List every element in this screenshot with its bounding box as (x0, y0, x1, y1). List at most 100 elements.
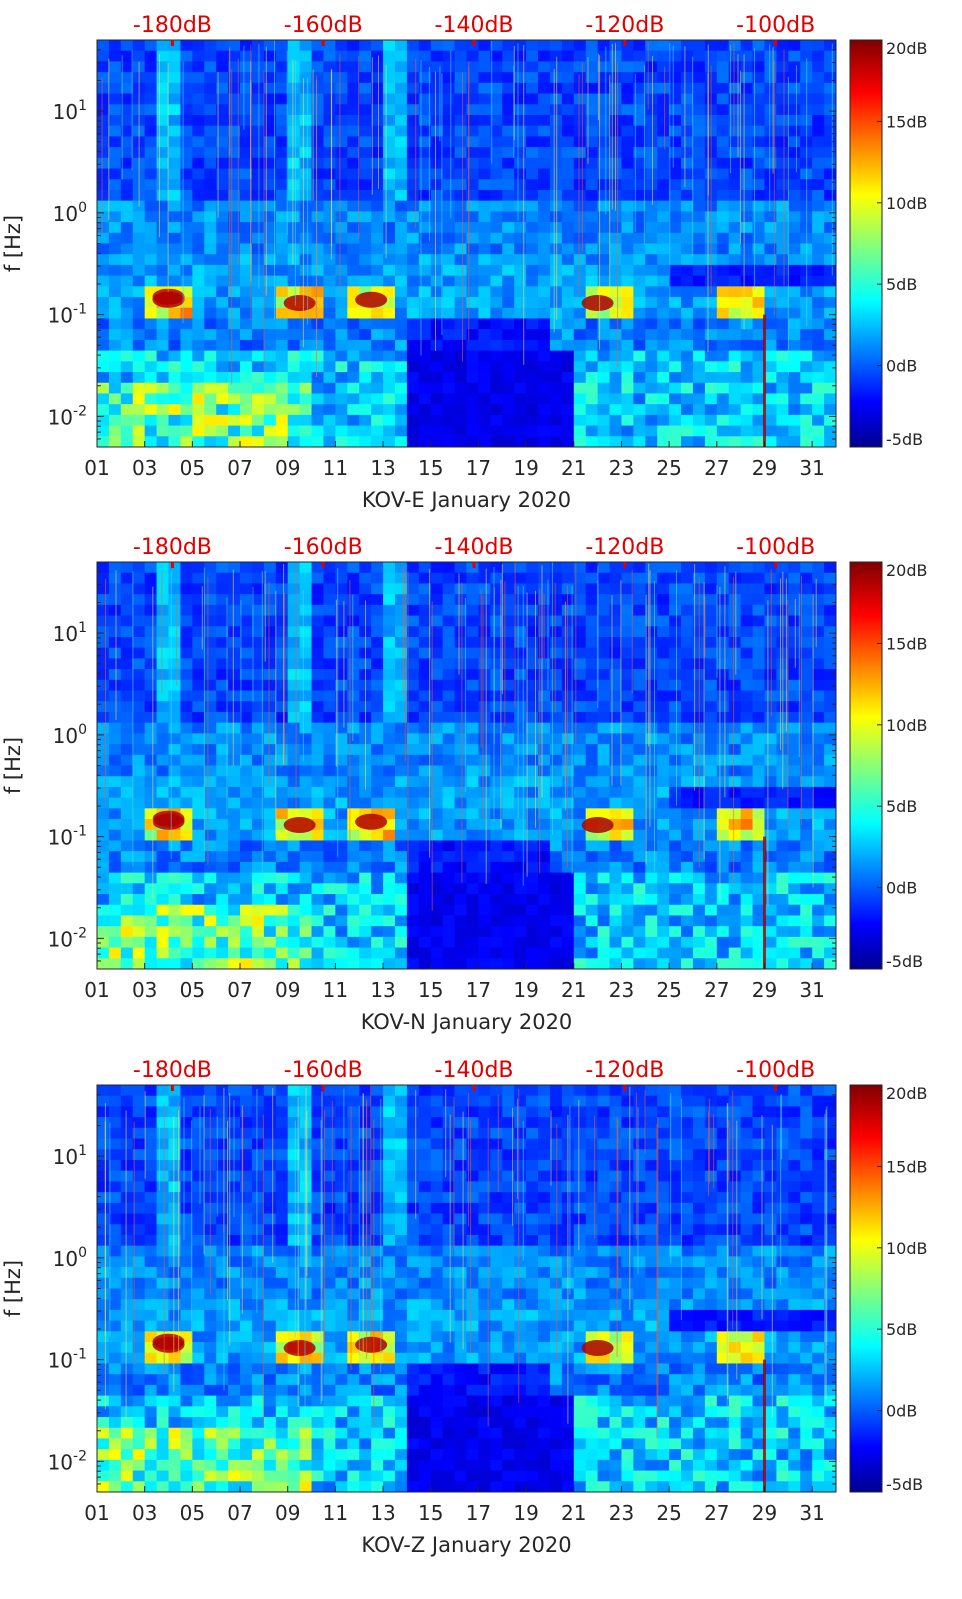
heatmap-cell (108, 318, 122, 330)
heatmap-cell (335, 425, 348, 437)
heatmap-cell (752, 604, 766, 617)
heatmap-cell (609, 915, 623, 927)
heatmap-cell (323, 404, 336, 416)
heatmap-cell (740, 243, 754, 255)
heatmap-cell (621, 594, 634, 606)
heatmap-cell (240, 72, 253, 84)
heatmap-cell (335, 147, 348, 159)
heatmap-cell (526, 50, 539, 63)
heatmap-cell (168, 765, 182, 777)
heatmap-cell (394, 136, 408, 148)
heatmap-cell (347, 851, 360, 863)
heatmap-cell (538, 189, 551, 202)
heatmap-cell (657, 658, 670, 670)
heatmap-cell (323, 894, 336, 906)
heatmap-cell (216, 286, 229, 298)
heatmap-cell (669, 264, 682, 277)
heatmap-cell (359, 797, 372, 809)
heatmap-cell (681, 254, 694, 266)
heatmap-cell (335, 572, 348, 585)
heatmap-cell (168, 425, 182, 437)
heatmap-cell (490, 264, 503, 277)
heatmap-cell (502, 136, 515, 148)
heatmap-cell (180, 339, 193, 352)
heatmap-cell (406, 904, 420, 917)
heatmap-cell (538, 329, 551, 341)
heatmap-cell (359, 894, 372, 906)
heatmap-cell (263, 690, 277, 702)
heatmap-cell (240, 679, 253, 692)
heatmap-cell (812, 733, 825, 745)
heatmap-cell (144, 904, 158, 917)
heatmap-cell (132, 851, 146, 863)
heatmap-cell (621, 776, 634, 788)
heatmap-cell (549, 414, 563, 427)
heatmap-cell (514, 626, 527, 638)
heatmap-cell (454, 222, 468, 234)
heatmap-cell (240, 797, 253, 809)
heatmap-cell (418, 711, 432, 724)
heatmap-cell (812, 50, 825, 63)
heatmap-cell (371, 701, 384, 713)
heatmap-cell (800, 808, 813, 820)
heatmap-cell (561, 382, 575, 395)
heatmap-cell (573, 393, 587, 405)
heatmap-cell (609, 626, 623, 638)
heatmap-cell (490, 275, 503, 287)
heatmap-cell (97, 711, 110, 724)
heatmap-cell (692, 393, 706, 405)
heatmap-cell (204, 222, 217, 234)
heatmap-cell (323, 829, 336, 842)
heatmap-cell (538, 93, 551, 105)
heatmap-cell (681, 754, 694, 767)
heatmap-cell (812, 264, 825, 277)
heatmap-cell (633, 786, 646, 799)
heatmap-cell (728, 404, 742, 416)
heatmap-cell (156, 690, 170, 702)
heatmap-cell (359, 829, 372, 842)
heatmap-cell (514, 797, 527, 809)
heatmap-cell (788, 339, 801, 352)
heatmap-cell (97, 254, 110, 266)
heatmap-cell (263, 168, 277, 180)
heatmap-cell (323, 765, 336, 777)
heatmap-cell (752, 179, 766, 191)
heatmap-cell (287, 786, 301, 799)
heatmap-cell (251, 690, 265, 702)
heatmap-cell (812, 851, 825, 863)
heatmap-cell (561, 50, 575, 63)
heatmap-cell (716, 232, 730, 245)
heatmap-cell (585, 936, 599, 949)
heatmap-cell (538, 669, 551, 681)
heatmap-cell (311, 339, 325, 352)
heatmap-cell (335, 436, 348, 447)
heatmap-cell (347, 754, 360, 767)
heatmap-cell (383, 157, 396, 170)
heatmap-cell (788, 776, 801, 788)
heatmap-cell (573, 307, 587, 320)
heatmap-cell (466, 307, 480, 320)
heatmap-cell (669, 926, 682, 938)
heatmap-cell (454, 658, 468, 670)
heatmap-cell (156, 915, 170, 927)
heatmap-cell (216, 50, 229, 63)
heatmap-cell (228, 647, 241, 659)
heatmap-cell (728, 594, 742, 606)
heatmap-cell (561, 647, 575, 659)
heatmap-cell (454, 243, 468, 255)
heatmap-cell (251, 958, 265, 969)
heatmap-cell (764, 382, 777, 395)
heatmap-cell (609, 829, 623, 842)
heatmap-cell (371, 851, 384, 863)
heatmap-cell (812, 72, 825, 84)
heatmap-cell (287, 894, 301, 906)
heatmap-cell (752, 722, 766, 734)
heatmap-cell (585, 615, 599, 627)
heatmap-cell (287, 82, 301, 95)
heatmap-cell (311, 915, 325, 927)
heatmap-cell (597, 744, 611, 756)
heatmap-cell (406, 776, 420, 788)
heatmap-cell (502, 819, 515, 831)
heatmap-cell (383, 562, 396, 574)
heatmap-cell (466, 615, 480, 627)
